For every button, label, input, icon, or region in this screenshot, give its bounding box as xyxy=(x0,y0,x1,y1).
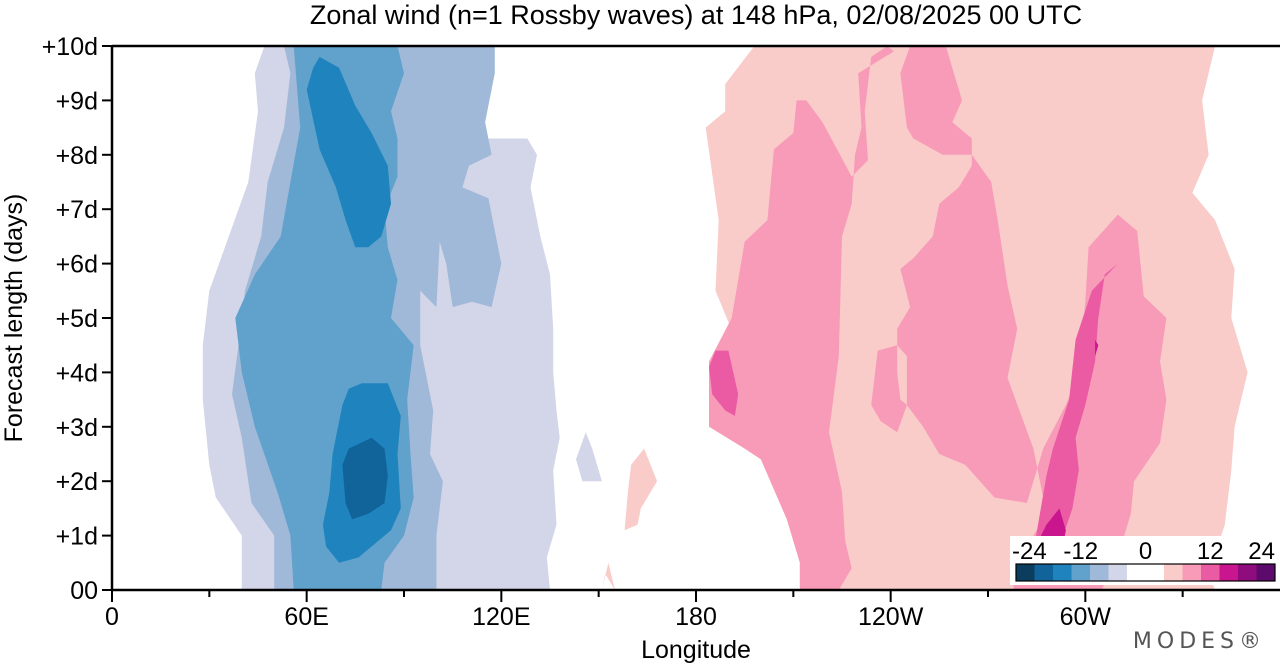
colorbar-swatch xyxy=(1145,564,1165,581)
colorbar-tick-label: 24 xyxy=(1248,538,1275,565)
y-tick-label: 00 xyxy=(70,577,98,605)
x-tick-label: 120E xyxy=(472,603,530,631)
x-tick-label: 60W xyxy=(1060,603,1112,631)
y-tick-label: +4d xyxy=(56,359,98,387)
y-tick-label: +8d xyxy=(56,142,98,170)
colorbar-swatch xyxy=(1164,564,1183,581)
x-axis-label: Longitude xyxy=(641,636,751,664)
y-tick-label: +2d xyxy=(56,468,98,496)
colorbar: -24 -12 0 12 24 xyxy=(1010,536,1279,585)
colorbar-tick-label: 0 xyxy=(1139,538,1152,565)
colorbar-swatch xyxy=(1016,564,1035,581)
colorbar-swatch xyxy=(1053,564,1072,581)
contour-layer xyxy=(202,46,1248,590)
colorbar-swatch xyxy=(1219,564,1239,581)
contour-fill-neg16 xyxy=(306,56,401,563)
y-tick-label: +5d xyxy=(56,305,98,333)
x-tick-label: 120W xyxy=(858,603,924,631)
y-tick-label: +3d xyxy=(56,414,98,442)
chart-title: Zonal wind (n=1 Rossby waves) at 148 hPa… xyxy=(310,0,1082,30)
y-tick-label: +10d xyxy=(42,33,98,61)
colorbar-swatch xyxy=(1201,564,1220,581)
contour-fill-neg20 xyxy=(342,437,388,520)
colorbar-tick-label: -24 xyxy=(1012,538,1047,565)
colorbar-swatch xyxy=(1256,564,1276,581)
y-tick-label: +7d xyxy=(56,196,98,224)
x-tick-label: 180 xyxy=(675,603,717,631)
y-tick-label: +6d xyxy=(56,251,98,279)
y-axis-label: Forecast length (days) xyxy=(0,194,28,443)
colorbar-swatch xyxy=(1071,564,1091,581)
colorbar-swatch xyxy=(1127,564,1146,581)
x-tick-label: 0 xyxy=(105,603,119,631)
colorbar-tick-label: 12 xyxy=(1197,538,1224,565)
colorbar-tick-label: -12 xyxy=(1063,538,1098,565)
modes-watermark: MODES® xyxy=(1132,629,1266,654)
colorbar-swatch xyxy=(1182,564,1202,581)
y-tick-label: +1d xyxy=(56,523,98,551)
colorbar-swatch xyxy=(1108,564,1128,581)
colorbar-swatch xyxy=(1090,564,1109,581)
colorbar-swatch xyxy=(1034,564,1054,581)
x-tick-label: 60E xyxy=(284,603,328,631)
colorbar-frame xyxy=(1015,563,1276,582)
y-tick-label: +9d xyxy=(56,87,98,115)
colorbar-swatch xyxy=(1238,564,1257,581)
